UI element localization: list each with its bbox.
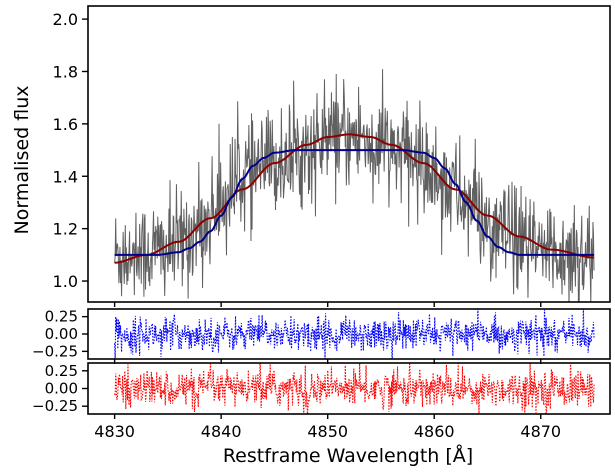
main-y-tick-label: 1.4 [53,167,78,186]
flat-top-model-line [114,149,595,256]
residual-blue-axes-frame [87,308,611,360]
x-tick-label: 4840 [201,422,242,441]
residual-red-y-ticks: 0.250.00−0.25 [32,362,88,415]
x-tick-label: 4860 [414,422,455,441]
observed-spectrum-line [114,69,595,302]
main-y-tick-label: 1.6 [53,115,78,134]
x-tick-label: 4830 [94,422,135,441]
gaussian-model-line [114,133,595,264]
residual-blue-line [114,309,595,359]
x-tick-label: 4870 [520,422,561,441]
residual-blue-y-ticks: 0.250.00−0.25 [32,308,88,360]
x-tick-label: 4850 [307,422,348,441]
residual-y-tick-label: 0.00 [45,380,78,398]
main-series-group [114,69,595,302]
main-y-tick-label: 1.8 [53,62,78,81]
main-y-ticks: 1.0 1.2 1.4 1.6 1.8 2.0 [53,10,88,291]
residual-y-tick-label: −0.25 [32,342,78,360]
residual-red-series-group [114,363,595,414]
x-axis-label: Restframe Wavelength [Å] [223,444,473,467]
residual-red-axes-frame [87,362,611,415]
main-panel: 1.0 1.2 1.4 1.6 1.8 2.0 Normalised flux [11,5,611,307]
main-y-tick-label: 1.0 [53,272,78,291]
residual-red-x-ticks: 4830 4840 4850 4860 4870 [94,414,561,441]
residual-y-tick-label: 0.25 [45,308,78,326]
main-y-tick-label: 1.2 [53,220,78,239]
y-axis-label: Normalised flux [11,86,33,235]
residual-y-tick-label: 0.00 [45,325,78,343]
residual-panel-red: 0.250.00−0.25 4830 4840 4850 4860 4870 Restf… [32,362,611,467]
residual-blue-series-group [114,309,595,359]
residual-y-tick-label: −0.25 [32,397,78,415]
main-x-ticks [113,302,542,307]
residual-red-line [114,363,595,414]
main-y-tick-label: 2.0 [53,10,78,29]
residual-panel-blue: 0.250.00−0.25 [32,308,611,364]
main-axes-frame [87,5,611,303]
residual-y-tick-label: 0.25 [45,362,78,380]
